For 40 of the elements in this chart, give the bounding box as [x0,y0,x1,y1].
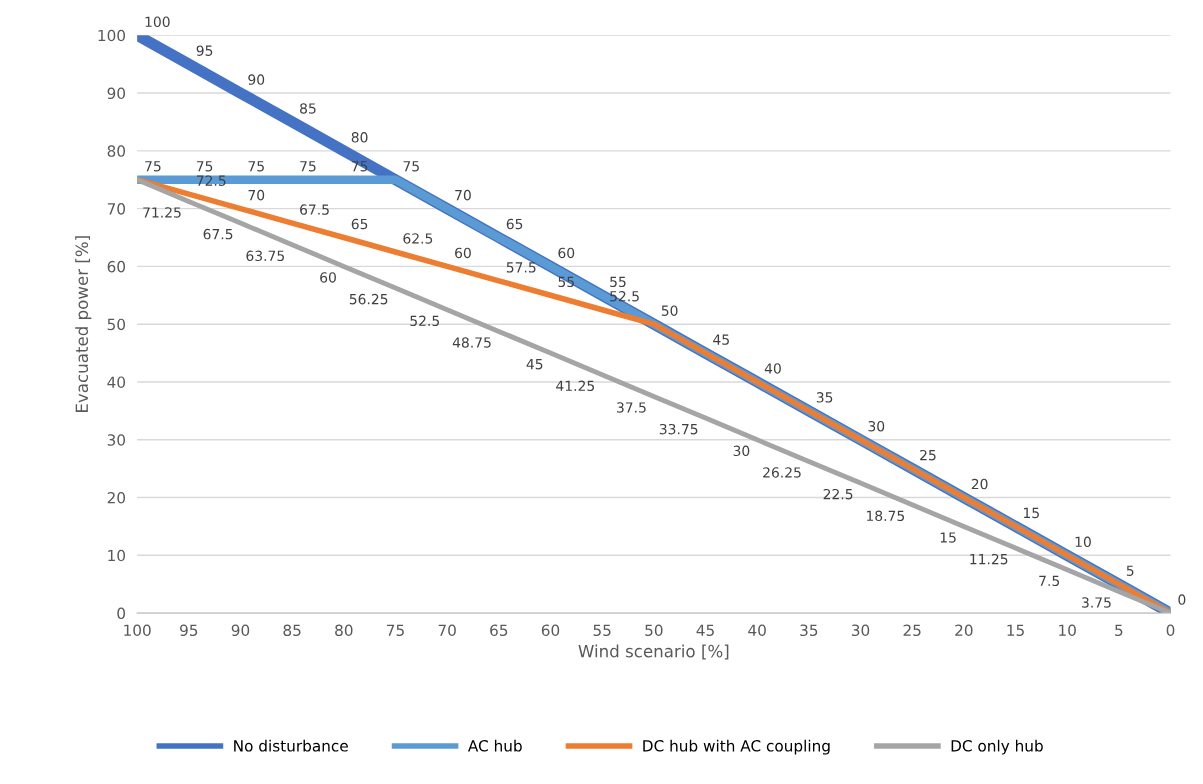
x-tick-label: 85 [283,624,301,637]
legend-label: DC only hub [951,739,1043,755]
x-tick-label: 95 [180,624,198,637]
x-tick-label: 55 [593,624,611,637]
x-tick-label: 20 [955,624,973,637]
x-tick-label: 50 [645,624,663,637]
x-tick-label: 45 [696,624,714,637]
x-tick-label: 30 [851,624,870,637]
data-label: 100 [145,16,170,28]
x-tick-label: 5 [1115,624,1123,637]
x-tick-label: 80 [335,624,353,637]
x-tick-label: 65 [490,624,508,637]
legend-label: DC hub with AC coupling [643,739,830,755]
x-tick-label: 35 [800,624,818,637]
x-tick-label: 75 [387,624,404,637]
y-tick-label: 50 [107,318,126,331]
x-axis-title: Wind scenario [%] [578,644,729,660]
legend-label: AC hub [467,739,522,752]
legend-label: No disturbance [234,739,348,752]
y-tick-label: 80 [107,145,126,157]
x-tick-label: 100 [124,624,151,637]
x-tick-label: 70 [438,624,456,637]
data-label: 0 [1178,594,1186,605]
x-tick-label: 60 [541,624,560,637]
x-tick-label: 90 [231,624,250,637]
y-axis-title: Evacuated power [%] [75,236,92,412]
y-tick-label: 70 [107,203,126,215]
y-tick-label: 10 [108,549,126,562]
x-tick-label: 40 [748,624,766,637]
y-tick-label: 60 [107,260,126,273]
y-tick-label: 30 [107,434,126,446]
y-tick-label: 20 [107,491,126,504]
y-tick-label: 0 [117,607,126,620]
x-tick-label: 15 [1007,624,1024,637]
y-tick-label: 90 [107,87,126,100]
x-tick-label: 10 [1059,624,1076,637]
x-tick-label: 25 [903,624,921,637]
y-tick-label: 40 [107,376,126,388]
y-tick-label: 100 [98,29,126,42]
x-tick-label: 0 [1166,624,1175,637]
